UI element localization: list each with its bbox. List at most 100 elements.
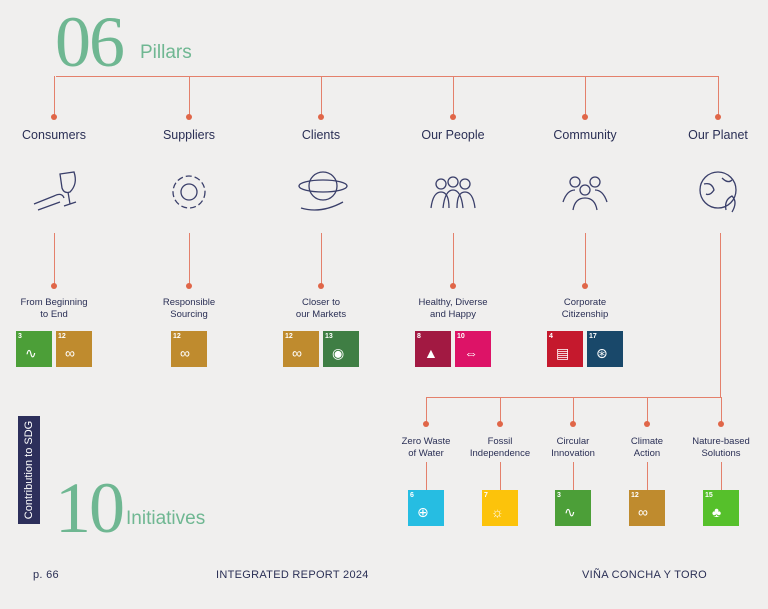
- sdg-number: 6: [410, 492, 414, 499]
- initiative-name: Healthy, Diverse and Happy: [418, 297, 488, 320]
- contribution-sdg-label: Contribution to SDG: [23, 420, 35, 520]
- planet-dot: [644, 421, 650, 427]
- sdg-6-icon: ⊕: [417, 504, 429, 520]
- gear-icon: [159, 162, 219, 222]
- pillar-dot: [715, 114, 721, 120]
- initiative-line: [54, 233, 55, 285]
- sdg-number: 3: [557, 492, 561, 499]
- pillar-drop-line: [453, 76, 454, 116]
- planet-drop-line: [500, 397, 501, 423]
- initiative-dot: [51, 283, 57, 289]
- sdg-number: 8: [417, 333, 421, 340]
- sdg-number: 13: [325, 333, 333, 340]
- initiative-name: Corporate Citizenship: [561, 297, 609, 320]
- sdg-6-tile: 6 ⊕: [408, 490, 444, 526]
- community-icon: [555, 162, 615, 222]
- pillar-name: Our People: [421, 128, 485, 142]
- sdg-13-icon: ◉: [332, 345, 345, 361]
- initiative-name: Responsible Sourcing: [162, 297, 216, 320]
- planet-dot: [570, 421, 576, 427]
- sdg-10-tile: 10 ⇔: [455, 331, 491, 367]
- planet-sdg-line: [573, 462, 574, 490]
- sdg-3-icon: ∿: [25, 345, 37, 361]
- pillars-number: 06: [55, 2, 125, 82]
- initiative-dot: [186, 283, 192, 289]
- sdg-7-icon: ☼: [491, 504, 504, 520]
- planet-dot: [497, 421, 503, 427]
- planet-initiative-name: Zero Waste of Water: [401, 436, 451, 459]
- pillar-name: Suppliers: [162, 128, 216, 142]
- sdg-17-tile: 17 ⊛: [587, 331, 623, 367]
- contribution-sdg-tab: Contribution to SDG: [18, 416, 40, 524]
- sdg-number: 10: [457, 333, 465, 340]
- planet-dot: [423, 421, 429, 427]
- planet-drop-line: [647, 397, 648, 423]
- planet-vertical-line: [720, 233, 721, 398]
- planet-initiative-name: Nature-based Solutions: [692, 436, 750, 459]
- pillars-word: Pillars: [140, 42, 192, 63]
- sdg-number: 12: [58, 333, 66, 340]
- pillar-name: Our Planet: [688, 128, 748, 142]
- pillar-drop-line: [321, 76, 322, 116]
- initiative-name: Closer to our Markets: [295, 297, 347, 320]
- planet-dot: [718, 421, 724, 427]
- pillar-drop-line: [585, 76, 586, 116]
- initiative-line: [585, 233, 586, 285]
- sdg-3-tile: 3 ∿: [555, 490, 591, 526]
- sdg-number: 12: [285, 333, 293, 340]
- initiatives-word: Initiatives: [126, 508, 206, 529]
- initiatives-number: 10: [55, 468, 125, 548]
- initiative-line: [321, 233, 322, 285]
- initiative-name: From Beginning to End: [20, 297, 88, 320]
- sdg-3-icon: ∿: [564, 504, 576, 520]
- sdg-17-icon: ⊛: [596, 345, 608, 361]
- planet-sdg-line: [721, 462, 722, 490]
- sdg-8-tile: 8 ▲: [415, 331, 451, 367]
- people-group-icon: [423, 162, 483, 222]
- sdg-4-tile: 4 ▤: [547, 331, 583, 367]
- sdg-12-icon: ∞: [180, 345, 190, 361]
- sdg-12-tile: 12 ∞: [283, 331, 319, 367]
- sdg-8-icon: ▲: [424, 345, 438, 361]
- planet-sdg-line: [647, 462, 648, 490]
- sdg-13-tile: 13 ◉: [323, 331, 359, 367]
- planet-initiative-name: Circular Innovation: [551, 436, 595, 459]
- report-title: INTEGRATED REPORT 2024: [216, 569, 369, 581]
- sdg-4-icon: ▤: [556, 345, 570, 361]
- sdg-12-tile: 12 ∞: [56, 331, 92, 367]
- sdg-3-tile: 3 ∿: [16, 331, 52, 367]
- planet-initiative-name: Fossil Independence: [469, 436, 531, 459]
- initiative-dot: [450, 283, 456, 289]
- pillars-connector-line: [56, 76, 718, 77]
- sdg-12-icon: ∞: [638, 504, 648, 520]
- sdg-number: 12: [173, 333, 181, 340]
- sdg-number: 17: [589, 333, 597, 340]
- sdg-number: 4: [549, 333, 553, 340]
- initiative-line: [453, 233, 454, 285]
- sdg-number: 7: [484, 492, 488, 499]
- initiative-dot: [582, 283, 588, 289]
- planet-drop-line: [426, 397, 427, 423]
- initiative-line: [189, 233, 190, 285]
- sdg-12-icon: ∞: [65, 345, 75, 361]
- pillar-name: Community: [553, 128, 617, 142]
- company-name: VIÑA CONCHA Y TORO: [582, 569, 708, 581]
- sdg-number: 15: [705, 492, 713, 499]
- sdg-number: 12: [631, 492, 639, 499]
- sdg-15-tile: 15 ♣: [703, 490, 739, 526]
- pillar-name: Consumers: [22, 128, 86, 142]
- planet-leaf-icon: [688, 162, 748, 222]
- sdg-10-icon: ⇔: [464, 345, 478, 361]
- pillar-dot: [318, 114, 324, 120]
- initiative-dot: [318, 283, 324, 289]
- globe-hand-icon: [291, 162, 351, 222]
- pillar-dot: [51, 114, 57, 120]
- wine-glass-hand-icon: [24, 162, 84, 222]
- planet-sdg-line: [500, 462, 501, 490]
- planet-drop-line: [573, 397, 574, 423]
- pillar-drop-line: [54, 76, 55, 116]
- sdg-12-tile: 12 ∞: [171, 331, 207, 367]
- pillar-drop-line: [189, 76, 190, 116]
- sdg-15-icon: ♣: [712, 504, 722, 520]
- pillar-dot: [582, 114, 588, 120]
